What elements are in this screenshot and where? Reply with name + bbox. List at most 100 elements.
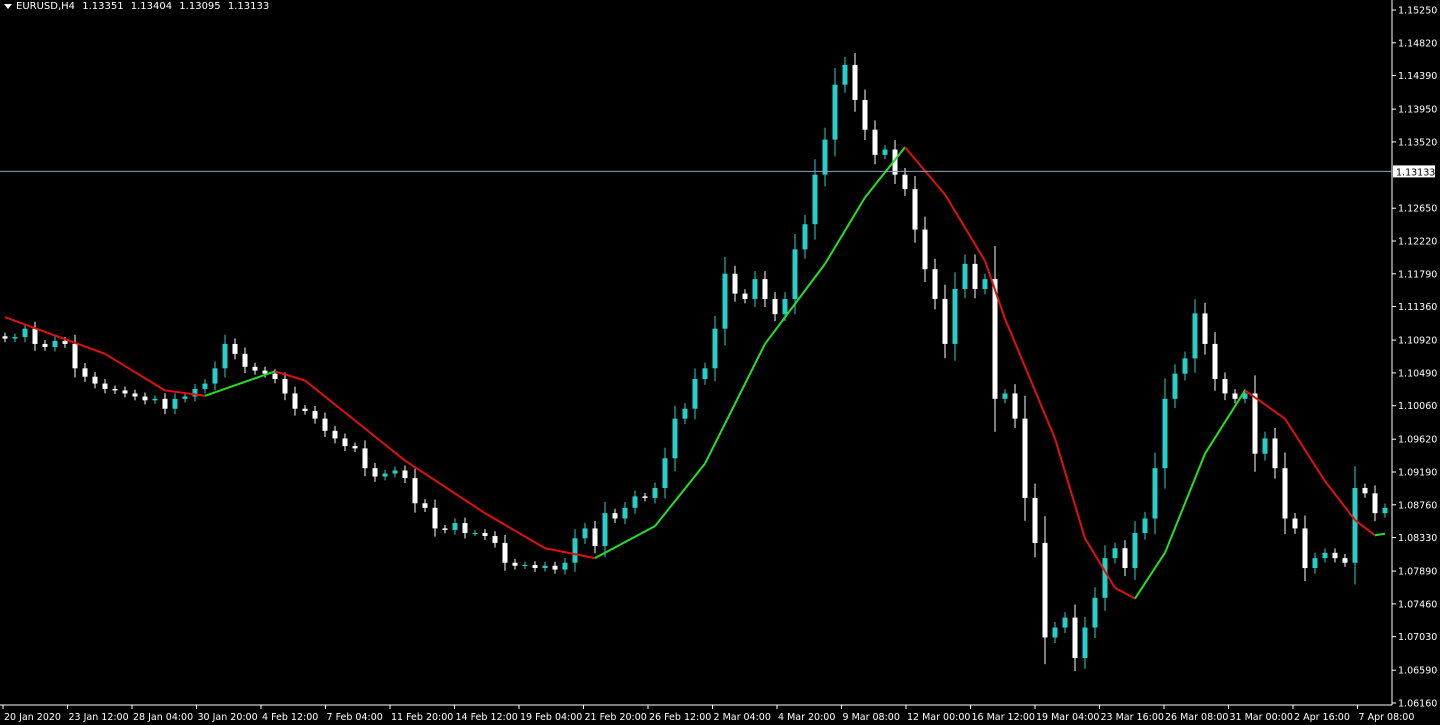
bull-candle — [1192, 313, 1198, 359]
bull-candle — [792, 249, 798, 299]
y-tick-label: 1.12220 — [1398, 237, 1437, 248]
bull-candle — [12, 337, 18, 339]
moving-average-segment — [274, 370, 306, 382]
bear-candle — [272, 373, 278, 379]
moving-average-segment — [1004, 318, 1056, 439]
y-tick-label: 1.12650 — [1398, 204, 1437, 215]
bear-candle — [732, 273, 738, 294]
bull-candle — [522, 565, 528, 567]
bull-candle — [882, 149, 888, 155]
moving-average-segment — [864, 146, 906, 199]
bull-candle — [1002, 393, 1008, 399]
bull-candle — [802, 224, 808, 250]
bull-candle — [1052, 627, 1058, 638]
bull-candle — [1312, 558, 1318, 569]
bear-candle — [142, 396, 148, 401]
moving-average-segment — [1084, 537, 1116, 589]
bear-candle — [942, 298, 948, 344]
bull-candle — [682, 408, 688, 419]
bear-candle — [462, 523, 468, 533]
bear-candle — [122, 390, 128, 394]
bear-candle — [82, 368, 88, 377]
moving-average-segment — [1134, 552, 1166, 600]
bear-candle — [1282, 468, 1288, 519]
bull-candle — [562, 562, 568, 570]
bear-candle — [332, 430, 338, 439]
bear-candle — [1302, 528, 1308, 569]
bear-candle — [1332, 552, 1338, 559]
dropdown-triangle-icon[interactable] — [4, 3, 12, 9]
bear-candle — [342, 438, 348, 447]
bear-candle — [492, 536, 498, 543]
bear-candle — [552, 565, 558, 570]
x-tick-label: 16 Mar 12:00 — [972, 712, 1035, 723]
bear-candle — [502, 542, 508, 563]
bear-candle — [162, 398, 168, 409]
bear-candle — [742, 293, 748, 299]
bear-candle — [892, 149, 898, 175]
bear-candle — [1252, 393, 1258, 454]
bear-candle — [1362, 488, 1368, 494]
x-tick-label: 7 Feb 04:00 — [327, 712, 383, 723]
bear-candle — [932, 269, 938, 299]
y-tick-label: 1.11360 — [1398, 302, 1437, 313]
y-tick-label: 1.07460 — [1398, 599, 1437, 610]
bear-candle — [1222, 378, 1228, 394]
moving-average-segment — [904, 146, 946, 196]
bear-candle — [532, 565, 538, 569]
bear-candle — [32, 328, 38, 344]
close-value: 1.13133 — [227, 1, 270, 12]
bull-candle — [1142, 518, 1148, 533]
bear-candle — [772, 298, 778, 315]
bear-candle — [612, 513, 618, 519]
bear-candle — [1372, 493, 1378, 514]
bull-candle — [1082, 627, 1088, 659]
bull-candle — [662, 458, 668, 489]
x-tick-label: 2 Apr 16:00 — [1294, 712, 1350, 723]
bull-candle — [1102, 558, 1108, 598]
bull-candle — [842, 64, 848, 85]
bear-candle — [42, 343, 48, 347]
bull-candle — [1162, 398, 1168, 469]
bear-candle — [442, 528, 448, 530]
bear-candle — [322, 418, 328, 431]
bull-candle — [472, 532, 478, 534]
x-tick-label: 30 Jan 20:00 — [198, 712, 258, 723]
y-tick-label: 1.14390 — [1398, 71, 1437, 82]
y-tick-label: 1.10920 — [1398, 336, 1437, 347]
bull-candle — [952, 289, 958, 344]
moving-average-segment — [304, 379, 406, 462]
moving-average-segment — [1324, 480, 1356, 521]
bull-candle — [52, 340, 58, 347]
bear-candle — [972, 263, 978, 290]
bull-candle — [382, 473, 388, 477]
bear-candle — [902, 174, 908, 190]
bear-candle — [422, 503, 428, 508]
x-tick-label: 4 Mar 20:00 — [778, 712, 835, 723]
y-tick-label: 1.13950 — [1398, 105, 1437, 116]
bear-candle — [402, 470, 408, 479]
bear-candle — [512, 562, 518, 566]
bull-candle — [812, 174, 818, 225]
bull-candle — [182, 396, 188, 399]
bear-candle — [102, 383, 108, 389]
high-value: 1.13404 — [130, 1, 173, 12]
bear-candle — [1202, 313, 1208, 344]
bull-candle — [582, 528, 588, 539]
bear-candle — [1232, 393, 1238, 399]
x-tick-label: 23 Jan 12:00 — [69, 712, 129, 723]
x-tick-label: 14 Feb 12:00 — [456, 712, 518, 723]
y-tick-label: 1.13520 — [1398, 137, 1437, 148]
bull-candle — [1382, 507, 1388, 514]
bull-candle — [712, 328, 718, 369]
bear-candle — [2, 336, 8, 339]
bear-candle — [242, 353, 248, 367]
y-tick-label: 1.10490 — [1398, 368, 1437, 379]
bull-candle — [1352, 488, 1358, 563]
bear-candle — [432, 507, 438, 529]
bull-candle — [542, 565, 548, 569]
moving-average-segment — [944, 193, 986, 262]
symbol-label: EURUSD,H4 — [16, 1, 76, 12]
bear-candle — [1012, 393, 1018, 419]
